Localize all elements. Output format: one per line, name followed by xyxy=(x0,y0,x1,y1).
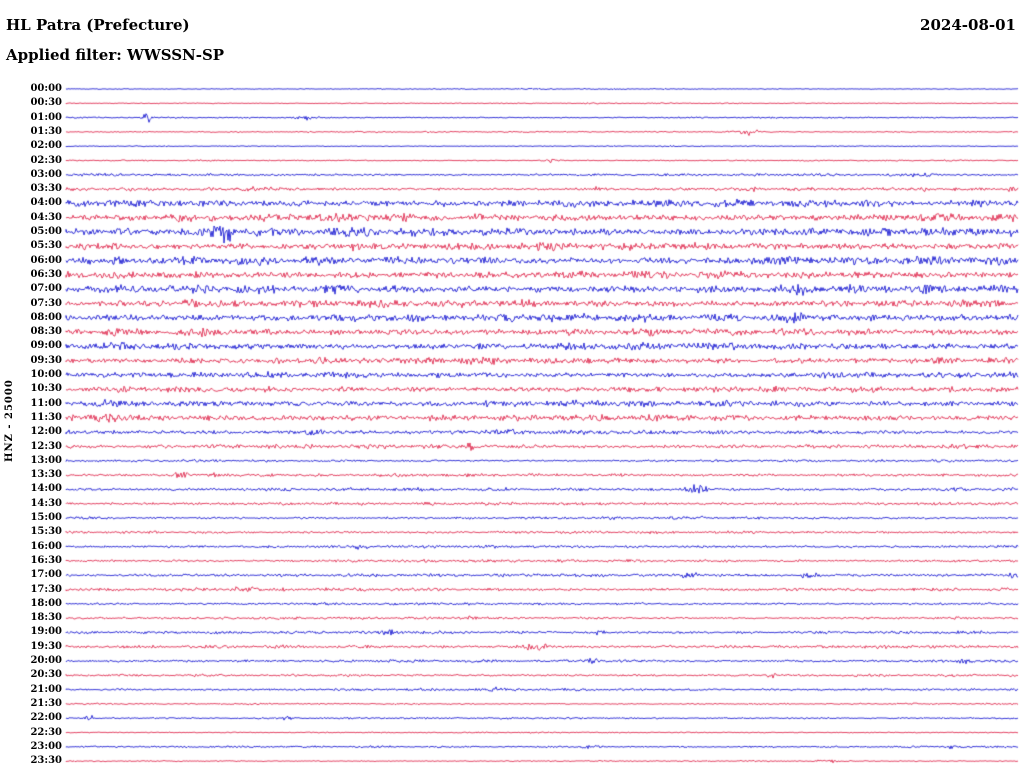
time-label: 20:30 xyxy=(30,669,62,681)
time-label: 04:30 xyxy=(30,211,62,223)
time-label: 06:30 xyxy=(30,268,62,280)
time-label: 13:00 xyxy=(30,454,62,466)
time-label: 11:00 xyxy=(30,397,62,409)
time-label: 17:00 xyxy=(30,569,62,581)
time-label: 09:30 xyxy=(30,354,62,366)
time-label: 12:30 xyxy=(30,440,62,452)
time-label: 22:00 xyxy=(30,712,62,724)
time-label: 04:00 xyxy=(30,197,62,209)
time-label: 10:00 xyxy=(30,369,62,380)
time-label: 23:30 xyxy=(30,755,62,767)
time-label: 02:00 xyxy=(30,140,62,152)
time-label: 16:00 xyxy=(30,540,62,552)
time-label: 23:00 xyxy=(30,740,62,752)
time-label: 19:30 xyxy=(30,640,62,652)
date-label: 2024-08-01 xyxy=(920,16,1016,34)
time-label: 21:00 xyxy=(30,683,62,695)
time-label: 12:00 xyxy=(30,426,62,438)
time-label: 05:30 xyxy=(30,240,62,252)
time-label: 06:00 xyxy=(30,254,62,266)
time-label: 18:30 xyxy=(30,612,62,624)
time-label: 20:00 xyxy=(30,655,62,666)
time-label: 21:30 xyxy=(30,697,62,709)
time-label: 01:00 xyxy=(30,111,62,123)
time-label: 05:00 xyxy=(30,226,62,237)
time-label: 08:30 xyxy=(30,326,62,338)
time-label: 08:00 xyxy=(30,311,62,323)
time-label: 14:30 xyxy=(30,497,62,509)
time-label: 03:00 xyxy=(30,168,62,180)
time-label: 00:00 xyxy=(30,83,62,94)
time-label: 03:30 xyxy=(30,183,62,195)
filter-label: Applied filter: WWSSN-SP xyxy=(6,46,225,64)
time-label: 02:30 xyxy=(30,154,62,166)
time-label: 01:30 xyxy=(30,125,62,137)
time-label: 19:00 xyxy=(30,626,62,638)
time-label: 15:00 xyxy=(30,512,62,523)
time-label: 00:30 xyxy=(30,97,62,109)
time-label: 22:30 xyxy=(30,726,62,738)
time-label: 16:30 xyxy=(30,554,62,566)
time-label: 10:30 xyxy=(30,383,62,395)
time-label: 13:30 xyxy=(30,469,62,481)
time-label: 17:30 xyxy=(30,583,62,595)
time-label: 18:00 xyxy=(30,597,62,609)
station-title: HL Patra (Prefecture) xyxy=(6,16,190,34)
time-label: 09:00 xyxy=(30,340,62,352)
time-label: 14:00 xyxy=(30,483,62,495)
time-label: 15:30 xyxy=(30,526,62,538)
time-label: 07:30 xyxy=(30,297,62,309)
time-label: 07:00 xyxy=(30,283,62,295)
time-label: 11:30 xyxy=(30,411,62,423)
